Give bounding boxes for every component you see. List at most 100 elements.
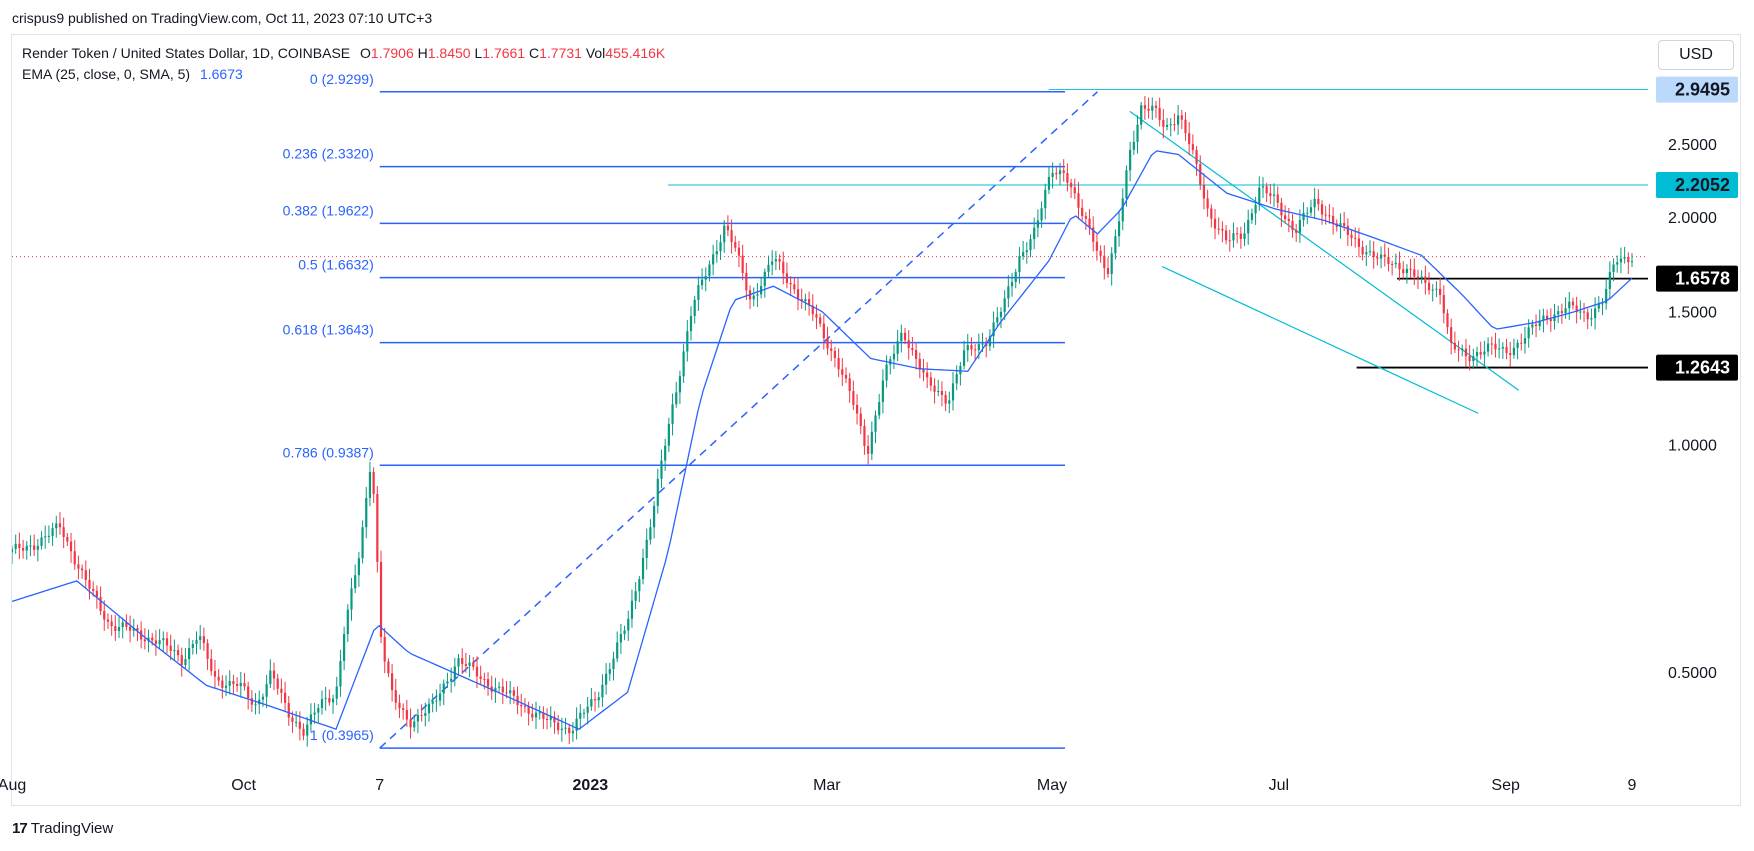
- candle-body: [1317, 198, 1320, 205]
- candle-body: [486, 679, 490, 687]
- candle-body: [461, 658, 464, 665]
- candle-body: [553, 716, 556, 723]
- candle-body: [413, 721, 416, 728]
- candle-body: [1498, 348, 1501, 350]
- candle-body: [830, 348, 833, 351]
- candle-body: [796, 289, 800, 300]
- candle-body: [103, 610, 106, 620]
- candle-body: [173, 650, 176, 652]
- ema-label[interactable]: EMA (25, close, 0, SMA, 5): [22, 66, 191, 82]
- candle-body: [1206, 198, 1209, 209]
- ema-line: [12, 150, 1633, 731]
- x-axis-tick-label: Oct: [231, 777, 256, 794]
- candle-body: [645, 539, 648, 558]
- candle-body: [295, 721, 298, 723]
- candle-body: [117, 627, 121, 631]
- candle-body: [1557, 311, 1560, 315]
- candle-body: [1405, 268, 1409, 274]
- candle-body: [597, 697, 600, 701]
- candle-body: [1523, 338, 1527, 344]
- candle-body: [656, 478, 659, 506]
- candle-body: [1143, 105, 1146, 109]
- candle-body: [1475, 352, 1479, 357]
- candle-body: [306, 724, 309, 736]
- tradingview-logo[interactable]: 17 TradingView: [12, 820, 113, 837]
- candle-body: [402, 708, 405, 710]
- candle-body: [1195, 150, 1198, 165]
- candle-body: [1582, 311, 1586, 313]
- candle-body: [756, 294, 759, 296]
- candle-body: [1601, 303, 1604, 305]
- candle-body: [682, 351, 685, 377]
- candle-body: [1387, 256, 1390, 265]
- candle-body: [664, 445, 667, 461]
- close-label: C: [528, 45, 540, 61]
- candle-body: [1365, 252, 1368, 255]
- candle-body: [1354, 237, 1357, 239]
- candle-body: [254, 704, 257, 706]
- candle-body: [69, 541, 73, 552]
- symbol-legend: Render Token / United States Dollar, 1D,…: [22, 45, 665, 61]
- candle-body: [1516, 342, 1519, 348]
- candle-body: [1180, 115, 1183, 120]
- price-label-text: 2.9495: [1675, 80, 1730, 100]
- y-axis-tick-label: 2.0000: [1668, 210, 1717, 227]
- candle-body: [885, 364, 888, 381]
- chart-frame: [11, 34, 1741, 806]
- candle-body: [1062, 170, 1065, 174]
- candle-body: [287, 702, 290, 718]
- fib-level-label: 0 (2.9299): [310, 71, 374, 87]
- currency-button[interactable]: USD: [1658, 40, 1734, 70]
- candle-body: [534, 712, 538, 718]
- candle-body: [1435, 288, 1438, 290]
- candle-body: [623, 630, 626, 635]
- y-axis-tick-label: 2.5000: [1668, 137, 1717, 154]
- candle-body: [959, 365, 962, 375]
- candle-body: [36, 545, 39, 550]
- candle-body: [726, 225, 730, 231]
- candle-body: [95, 590, 98, 598]
- candle-body: [638, 579, 641, 592]
- candle-body: [180, 655, 183, 666]
- candle-body: [918, 358, 921, 370]
- candle-body: [261, 696, 265, 700]
- symbol-title[interactable]: Render Token / United States Dollar, 1D,…: [22, 45, 351, 61]
- candle-body: [752, 295, 755, 300]
- candle-body: [376, 494, 379, 562]
- candle-body: [730, 230, 733, 243]
- candle-body: [763, 271, 766, 287]
- candle-body: [516, 695, 519, 706]
- candle-body: [1066, 173, 1069, 183]
- candle-body: [1236, 233, 1239, 235]
- candle-body: [531, 713, 534, 718]
- candle-body: [545, 719, 549, 721]
- candle-body: [1416, 276, 1420, 279]
- candle-body: [719, 242, 722, 252]
- candle-body: [431, 701, 434, 704]
- candle-body: [568, 727, 571, 734]
- candle-body: [317, 707, 320, 713]
- candle-body: [498, 686, 501, 688]
- candle-body: [1372, 251, 1375, 258]
- candle-body: [929, 377, 932, 386]
- candle-body: [324, 698, 327, 700]
- candle-body: [1450, 327, 1453, 343]
- candle-body: [1531, 324, 1534, 328]
- candle-body: [379, 561, 383, 638]
- candle-body: [136, 628, 139, 631]
- candle-body: [1177, 115, 1180, 125]
- candle-body: [1088, 218, 1091, 228]
- tradingview-logo-icon: 17: [12, 820, 28, 837]
- candle-body: [774, 259, 777, 262]
- candle-body: [789, 282, 792, 285]
- candle-body: [199, 636, 202, 641]
- candle-body: [612, 658, 615, 670]
- candle-body: [1073, 187, 1076, 194]
- candle-body: [800, 299, 803, 302]
- candle-body: [1512, 347, 1516, 356]
- candle-body: [1468, 356, 1471, 362]
- candle-body: [1136, 124, 1139, 142]
- fib-level-label: 0.618 (1.3643): [283, 322, 374, 338]
- candle-body: [745, 273, 748, 291]
